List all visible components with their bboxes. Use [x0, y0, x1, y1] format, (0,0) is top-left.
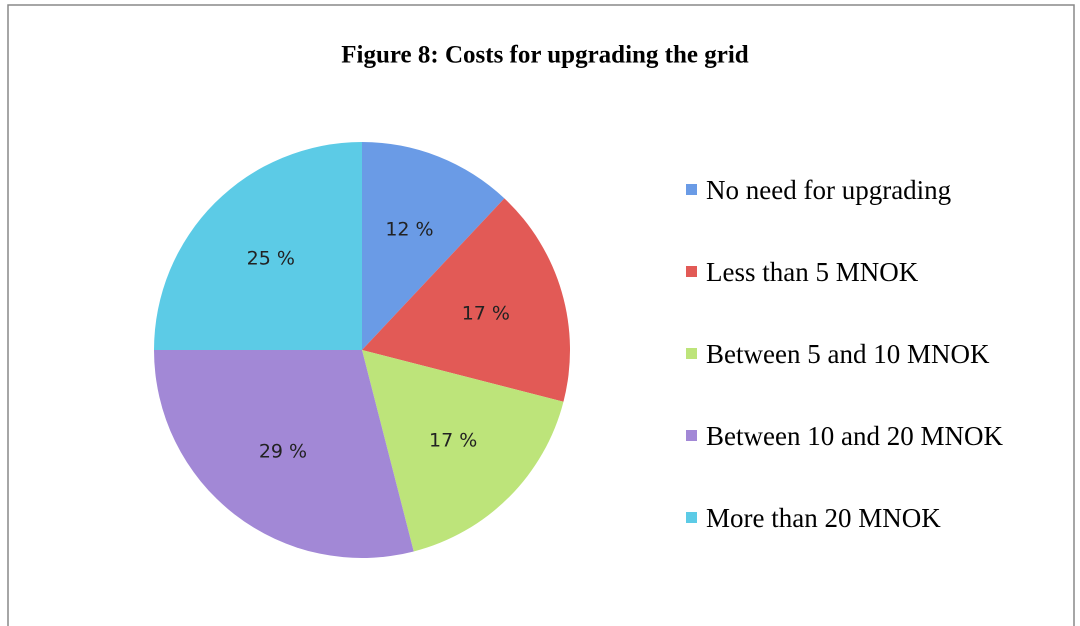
legend-swatch: [686, 348, 697, 359]
pie-slice: [362, 198, 570, 402]
data-label: 12 %: [385, 219, 433, 241]
legend-swatch: [686, 512, 697, 523]
legend-label: More than 20 MNOK: [706, 503, 941, 533]
legend-swatch: [686, 184, 697, 195]
legend-label: Less than 5 MNOK: [706, 257, 919, 287]
pie-slice: [362, 350, 564, 552]
legend-swatch: [686, 266, 697, 277]
legend-swatch: [686, 430, 697, 441]
data-label: 17 %: [429, 430, 477, 452]
legend-label: Between 10 and 20 MNOK: [706, 421, 1003, 451]
data-label: 17 %: [462, 303, 510, 325]
legend-label: Between 5 and 10 MNOK: [706, 339, 990, 369]
data-label: 25 %: [247, 247, 295, 269]
legend-label: No need for upgrading: [706, 175, 951, 205]
pie-slice: [362, 142, 505, 350]
pie-slice: [154, 142, 362, 350]
pie-slice: [154, 350, 414, 558]
data-label: 29 %: [259, 440, 307, 462]
chart-title: Figure 8: Costs for upgrading the grid: [341, 42, 749, 69]
